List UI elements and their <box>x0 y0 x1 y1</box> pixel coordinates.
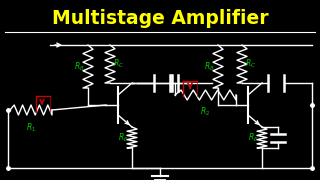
Text: $R_B$: $R_B$ <box>74 60 85 73</box>
Text: $R_C$: $R_C$ <box>245 58 256 70</box>
Text: $R_E$: $R_E$ <box>248 131 259 144</box>
Text: $R_1$: $R_1$ <box>26 121 36 134</box>
Text: $R_B$: $R_B$ <box>204 60 215 73</box>
Text: $R_2$: $R_2$ <box>200 105 211 118</box>
Text: $R_E$: $R_E$ <box>118 131 129 144</box>
Text: $R_C$: $R_C$ <box>113 58 124 70</box>
Text: Multistage Amplifier: Multistage Amplifier <box>52 8 268 28</box>
